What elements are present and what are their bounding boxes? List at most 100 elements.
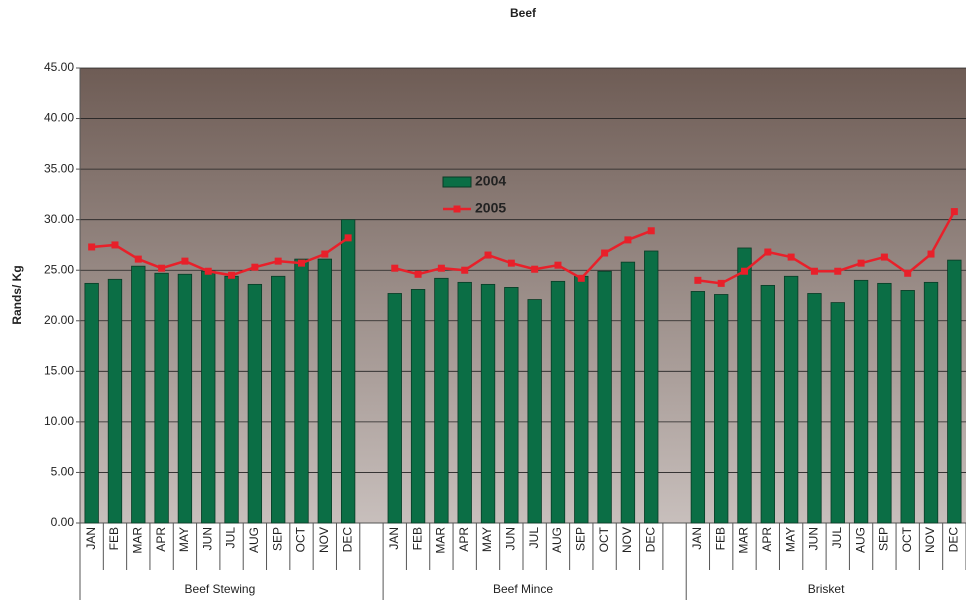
marker [904, 269, 912, 277]
bar [760, 284, 775, 524]
bar [294, 258, 309, 524]
marker [461, 266, 469, 274]
x-tick-label: NOV [923, 527, 937, 553]
marker [601, 249, 609, 257]
y-tick-label: 25.00 [44, 262, 74, 276]
x-tick-label: JUN [504, 527, 518, 550]
bar [177, 273, 193, 524]
bar [550, 280, 566, 524]
marker [927, 250, 935, 258]
marker [857, 259, 865, 267]
bar [644, 250, 659, 524]
y-axis-label: Rands/ Kg [10, 265, 24, 324]
bar [737, 247, 752, 524]
marker [298, 259, 305, 267]
group-label: Beef Mince [493, 582, 553, 596]
marker [158, 264, 166, 272]
x-tick-label: OCT [900, 526, 914, 552]
bar [900, 290, 915, 524]
marker [624, 236, 632, 244]
x-tick-label: DEC [643, 527, 657, 553]
x-tick-label: DEC [947, 527, 961, 553]
bar [690, 291, 706, 524]
x-tick-label: NOV [620, 527, 634, 553]
legend-label: 2005 [475, 200, 506, 216]
bar [271, 275, 286, 524]
marker [228, 271, 236, 279]
marker [554, 261, 562, 269]
x-tick-label: MAY [783, 527, 797, 552]
x-tick-label: SEP [877, 527, 891, 551]
x-tick-label: FEB [713, 527, 727, 550]
x-tick-label: AUG [550, 527, 564, 553]
x-tick-label: DEC [340, 527, 354, 553]
x-tick-label: AUG [853, 527, 867, 553]
bar [387, 293, 402, 524]
y-tick-label: 20.00 [44, 313, 74, 327]
x-tick-label: OCT [294, 526, 308, 552]
marker [577, 274, 585, 282]
marker [810, 267, 818, 275]
y-tick-label: 45.00 [44, 60, 74, 74]
x-tick-label: FEB [107, 527, 121, 550]
marker [741, 267, 748, 275]
bar [783, 275, 799, 524]
y-tick-label: 5.00 [51, 465, 75, 479]
marker [134, 255, 142, 263]
bar [107, 278, 123, 524]
x-tick-label: MAR [130, 527, 144, 554]
marker [717, 279, 725, 287]
x-tick-label: SEP [270, 527, 284, 551]
marker [391, 264, 399, 272]
chart-title: Beef [510, 6, 537, 20]
bar [224, 275, 239, 524]
legend-swatch [453, 205, 461, 213]
bar [154, 272, 169, 524]
marker [647, 227, 655, 235]
x-tick-label: APR [760, 527, 774, 552]
marker [437, 264, 445, 272]
x-tick-label: FEB [410, 527, 424, 550]
x-tick-label: JUL [527, 527, 541, 549]
x-tick-label: JUL [830, 527, 844, 549]
x-tick-label: OCT [597, 526, 611, 552]
x-tick-label: AUG [247, 527, 261, 553]
marker [414, 270, 422, 278]
x-tick-label: JUN [200, 527, 214, 550]
x-tick-label: SEP [573, 527, 587, 551]
bar [923, 281, 939, 524]
bar [480, 283, 496, 524]
x-tick-label: APR [154, 527, 168, 552]
bar [807, 293, 822, 524]
bar [574, 275, 589, 524]
marker [507, 259, 515, 267]
x-tick-label: NOV [317, 527, 331, 553]
marker [344, 234, 352, 242]
marker [694, 276, 702, 284]
marker [321, 250, 329, 258]
bar [131, 265, 146, 524]
bar [947, 259, 962, 524]
x-tick-label: JAN [690, 527, 704, 550]
marker [181, 257, 189, 265]
bar [434, 277, 449, 524]
group-label: Brisket [808, 582, 845, 596]
bar [340, 219, 356, 524]
marker [787, 253, 795, 261]
x-tick-label: JAN [387, 527, 401, 550]
y-tick-label: 40.00 [44, 111, 74, 125]
line [91, 210, 956, 285]
x-tick-label: MAY [177, 527, 191, 552]
bar [201, 270, 216, 524]
x-tick-label: JUL [224, 527, 238, 549]
marker [484, 251, 492, 259]
marker [274, 257, 282, 265]
marker [251, 263, 259, 271]
bar [527, 299, 542, 524]
bar [877, 282, 892, 524]
x-tick-label: MAR [434, 527, 448, 554]
y-tick-label: 30.00 [44, 212, 74, 226]
bar [714, 294, 729, 524]
marker [204, 267, 212, 275]
x-tick-label: APR [457, 527, 471, 552]
